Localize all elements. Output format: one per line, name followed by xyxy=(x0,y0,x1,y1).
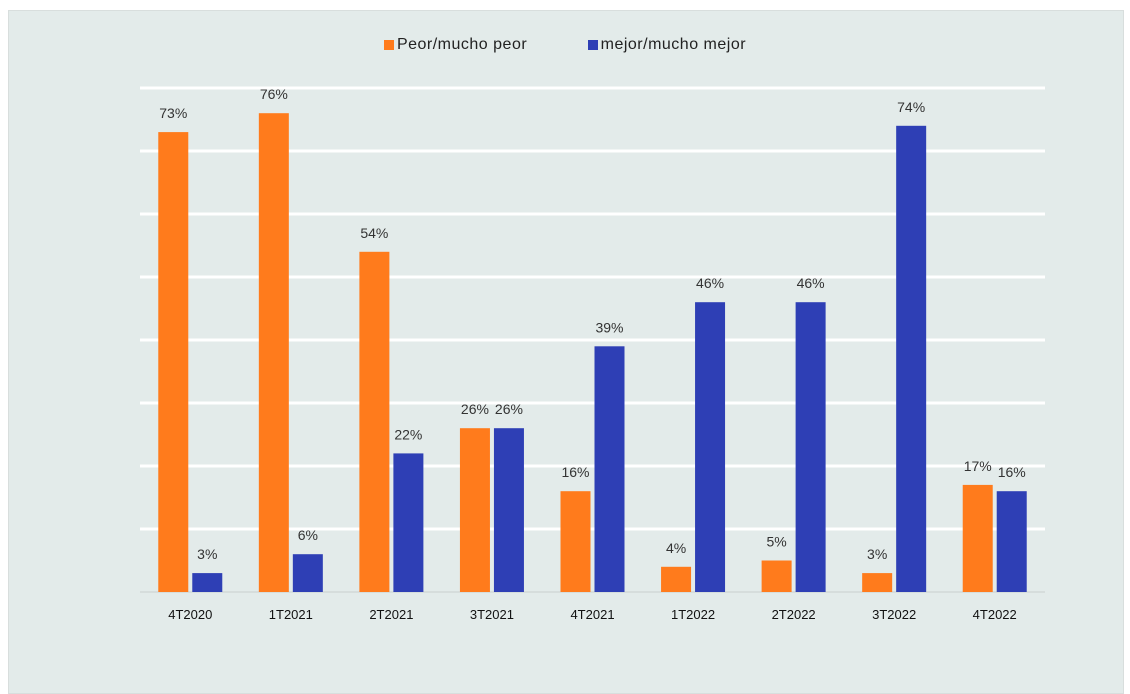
data-label: 5% xyxy=(766,534,786,550)
legend-swatch-peor xyxy=(383,40,394,50)
bar-peor xyxy=(158,132,189,592)
data-label: 46% xyxy=(797,275,825,291)
chart-legend: Peor/mucho peor mejor/mucho mejor xyxy=(0,36,1130,55)
bar-mejor xyxy=(493,428,524,592)
bar-mejor xyxy=(594,346,625,592)
legend-label-peor: Peor/mucho peor xyxy=(396,36,528,53)
data-label: 26% xyxy=(461,401,489,417)
x-tick-label: 4T2020 xyxy=(168,607,212,622)
x-tick-label: 3T2021 xyxy=(470,607,514,622)
bar-mejor xyxy=(996,491,1027,592)
data-label: 73% xyxy=(159,105,187,121)
data-label: 26% xyxy=(495,401,523,417)
bar-mejor xyxy=(695,302,726,592)
bar-mejor xyxy=(292,554,323,592)
x-tick-label: 2T2021 xyxy=(369,607,413,622)
bar-peor xyxy=(258,113,289,592)
data-label: 76% xyxy=(260,86,288,102)
x-tick-label: 4T2022 xyxy=(973,607,1017,622)
data-label: 17% xyxy=(964,458,992,474)
data-label: 4% xyxy=(666,540,686,556)
legend-label-mejor: mejor/mucho mejor xyxy=(600,36,747,53)
legend-item-mejor: mejor/mucho mejor xyxy=(587,36,747,54)
data-label: 46% xyxy=(696,275,724,291)
bar-peor xyxy=(359,251,390,593)
bar-mejor xyxy=(795,302,826,592)
x-tick-label: 4T2021 xyxy=(570,607,614,622)
bar-peor xyxy=(761,560,792,592)
legend-swatch-mejor xyxy=(587,40,598,50)
data-label: 3% xyxy=(197,546,217,562)
data-label: 16% xyxy=(998,464,1026,480)
data-label: 39% xyxy=(595,319,623,335)
data-label: 54% xyxy=(360,225,388,241)
data-label: 6% xyxy=(298,527,318,543)
bar-mejor xyxy=(393,453,424,592)
data-label: 74% xyxy=(897,99,925,115)
bar-peor xyxy=(862,573,893,592)
data-label: 3% xyxy=(867,546,887,562)
bar-peor xyxy=(560,491,591,592)
x-tick-label: 1T2021 xyxy=(269,607,313,622)
legend-item-peor: Peor/mucho peor xyxy=(383,36,528,54)
bar-mejor xyxy=(192,573,223,592)
data-label: 16% xyxy=(561,464,589,480)
bar-peor xyxy=(459,428,490,592)
x-tick-label: 1T2022 xyxy=(671,607,715,622)
x-tick-label: 3T2022 xyxy=(872,607,916,622)
bar-peor xyxy=(661,566,692,592)
x-tick-label: 2T2022 xyxy=(772,607,816,622)
data-label: 22% xyxy=(394,426,422,442)
bar-peor xyxy=(962,484,993,592)
bar-mejor xyxy=(896,125,927,593)
